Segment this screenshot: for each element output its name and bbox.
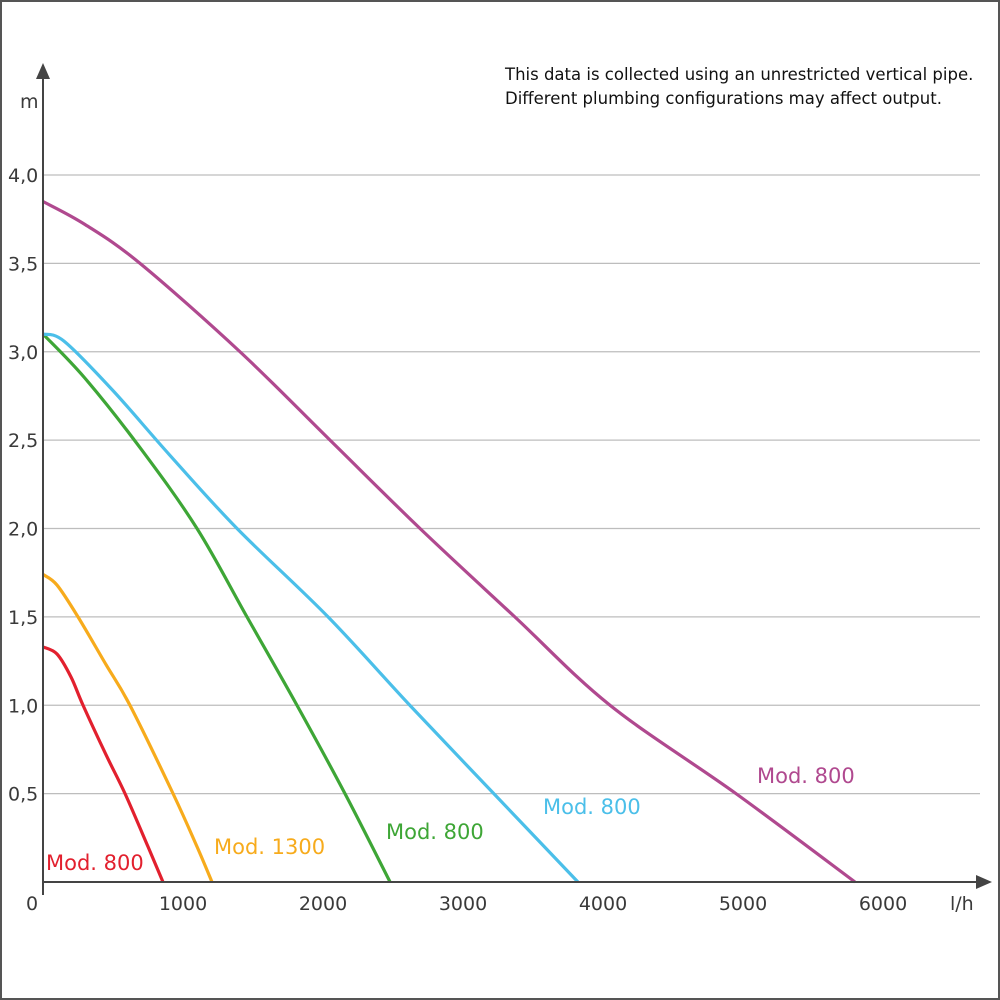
series-label-green: Mod. 800 xyxy=(386,820,484,844)
y-tick-label: 3,5 xyxy=(8,253,38,275)
y-tick-label: 1,0 xyxy=(8,695,38,717)
y-axis-arrow-icon xyxy=(36,63,50,79)
series-line-3 xyxy=(42,332,580,884)
y-tick-label: 0,5 xyxy=(8,784,38,806)
x-tick-label: 3000 xyxy=(439,893,487,915)
x-tick-label: 5000 xyxy=(719,893,767,915)
x-axis-label: l/h xyxy=(950,893,974,915)
x-tick-label: 4000 xyxy=(579,893,627,915)
series-line-0 xyxy=(42,645,165,883)
series-line-4 xyxy=(42,200,856,884)
series-label-red: Mod. 800 xyxy=(46,851,144,875)
y-tick-label: 3,0 xyxy=(8,342,38,364)
y-tick-label: 2,0 xyxy=(8,519,38,541)
series-label-blue: Mod. 800 xyxy=(543,795,641,819)
note-line-2: Different plumbing configurations may af… xyxy=(505,89,942,108)
note-line-1: This data is collected using an unrestri… xyxy=(504,65,973,84)
x-tick-label: 1000 xyxy=(159,893,207,915)
series-line-1 xyxy=(42,573,214,883)
series-label-purple: Mod. 800 xyxy=(757,764,855,788)
series-label-orange: Mod. 1300 xyxy=(214,835,325,859)
x-tick-label: 6000 xyxy=(859,893,907,915)
x-axis-arrow-icon xyxy=(976,875,992,889)
x-tick-label: 2000 xyxy=(299,893,347,915)
series-line-2 xyxy=(41,332,392,883)
y-axis-label: m xyxy=(20,91,39,113)
y-tick-label: 1,5 xyxy=(8,607,38,629)
y-tick-label: 2,5 xyxy=(8,430,38,452)
y-tick-label: 4,0 xyxy=(8,165,38,187)
x-tick-label: 0 xyxy=(26,893,38,915)
